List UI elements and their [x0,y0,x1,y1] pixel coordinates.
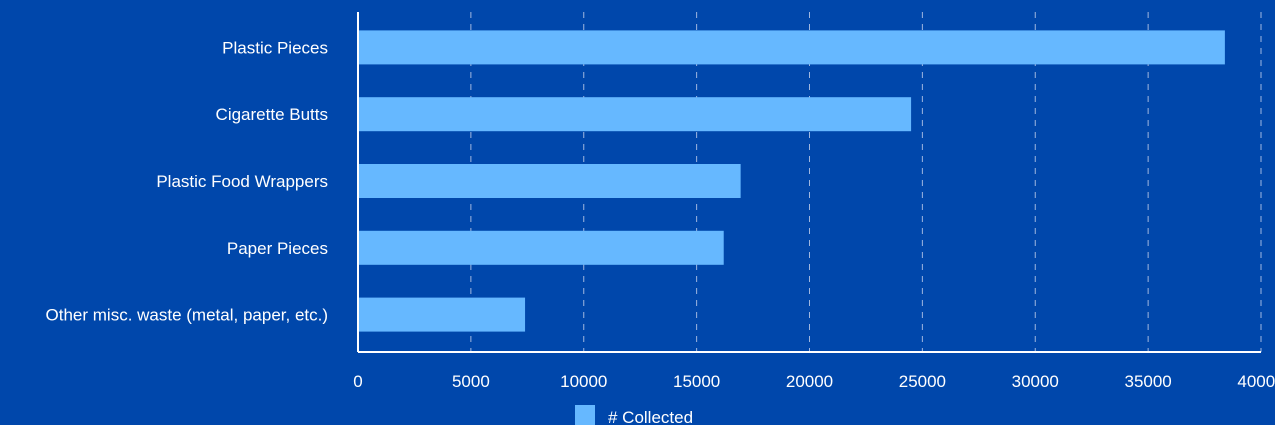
bar-4 [358,297,526,332]
bar-0 [358,30,1225,65]
x-tick-label-15000: 15000 [673,372,720,391]
bar-1 [358,97,912,132]
x-tick-label-30000: 30000 [1012,372,1059,391]
label-layer: Plastic Pieces Cigarette Butts Plastic Foo… [46,38,328,324]
legend[interactable]: # Collected [575,405,693,425]
x-tick-label-0: 0 [353,372,362,391]
category-label-3: Paper Pieces [227,239,328,258]
x-tick-label-40000: 40000 [1237,372,1275,391]
x-tick-label-25000: 25000 [899,372,946,391]
x-tick-label-20000: 20000 [786,372,833,391]
bar-layer [358,30,1225,332]
category-label-4: Other misc. waste (metal, paper, etc.) [46,306,328,325]
category-label-1: Cigarette Butts [216,105,328,124]
bar-3 [358,230,724,265]
axis-layer [357,12,1261,353]
x-tick-label-5000: 5000 [452,372,490,391]
tick-layer: 0 5000 10000 15000 20000 25000 30000 35000 40000 [353,372,1275,391]
x-tick-label-10000: 10000 [560,372,607,391]
category-label-2: Plastic Food Wrappers [156,172,328,191]
legend-swatch [575,405,595,425]
x-tick-label-35000: 35000 [1124,372,1171,391]
bar-2 [358,164,741,198]
category-label-0: Plastic Pieces [222,38,328,57]
legend-label: # Collected [608,408,693,425]
